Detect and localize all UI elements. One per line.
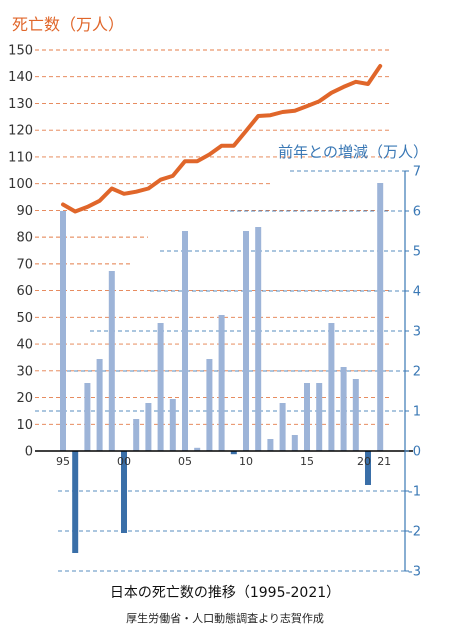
left-tick-label: 140 — [8, 70, 33, 85]
change-bar — [316, 383, 323, 451]
right-tick-label: 2 — [413, 365, 421, 380]
change-bar — [377, 183, 384, 451]
right-tick-label: 7 — [413, 165, 421, 180]
change-bar — [279, 403, 286, 451]
x-tick-label: 21 — [377, 455, 391, 468]
change-bar — [96, 359, 103, 451]
change-bar — [121, 451, 127, 533]
change-bar — [328, 323, 335, 451]
right-tick-label: 5 — [413, 245, 421, 260]
change-bar — [352, 379, 359, 451]
left-tick-label: 110 — [8, 150, 33, 165]
change-bar — [267, 439, 274, 451]
left-tick-label: 50 — [16, 311, 33, 326]
change-bar — [194, 447, 201, 451]
x-tick-label: 10 — [239, 455, 253, 468]
left-axis-tick-labels: 0 10 20 30 40 50 60 70 80 90 100 110 120 130 140 150 — [8, 44, 33, 460]
deaths-line — [61, 64, 383, 214]
right-tick-label: 1 — [413, 405, 421, 420]
change-bar — [304, 383, 310, 451]
change-bar — [157, 323, 164, 451]
right-tick-label: 0 — [413, 445, 421, 460]
right-tick-label: 6 — [413, 205, 421, 220]
change-bar — [108, 271, 115, 451]
left-axis-label: 死亡数（万人） — [12, 15, 124, 34]
change-bar — [72, 451, 79, 553]
x-axis-tick-labels: 95 00 05 10 15 20 21 — [56, 455, 391, 468]
left-tick-label: 10 — [16, 418, 33, 433]
right-axis-label: 前年との増減（万人） — [278, 143, 428, 161]
change-bar — [291, 435, 298, 451]
chart-title: 日本の死亡数の推移（1995-2021） — [110, 585, 340, 601]
change-bar — [84, 383, 91, 451]
right-tick-label: 4 — [413, 285, 421, 300]
right-tick-label: -3 — [408, 565, 421, 580]
chart-source-note: 厚生労働省・人口動態調査より志賀作成 — [126, 611, 324, 625]
x-tick-label: 95 — [56, 455, 70, 468]
left-tick-label: 70 — [16, 257, 33, 272]
left-tick-label: 100 — [8, 177, 33, 192]
left-tick-label: 20 — [16, 391, 33, 406]
x-tick-label: 00 — [117, 455, 131, 468]
change-bar — [182, 231, 188, 451]
right-tick-label: 3 — [413, 325, 421, 340]
change-bar — [243, 231, 249, 451]
change-bar — [365, 451, 371, 485]
change-bar — [169, 399, 176, 451]
left-tick-label: 30 — [16, 364, 33, 379]
right-tick-label: -2 — [408, 525, 421, 540]
left-tick-label: 150 — [8, 44, 33, 59]
change-bars — [60, 183, 384, 553]
left-tick-label: 90 — [16, 204, 33, 219]
right-axis-tick-labels: -3 -2 -1 0 1 2 3 4 5 6 7 — [405, 165, 421, 580]
x-tick-label: 15 — [300, 455, 314, 468]
change-bar — [255, 227, 262, 451]
x-tick-label: 05 — [178, 455, 192, 468]
right-tick-label: -1 — [408, 485, 421, 500]
left-tick-label: 40 — [16, 338, 33, 353]
change-bar — [230, 451, 237, 455]
left-tick-label: 120 — [8, 124, 33, 139]
x-tick-label: 20 — [357, 455, 371, 468]
change-bar — [60, 211, 66, 451]
left-axis-gridlines — [35, 49, 392, 425]
left-tick-label: 130 — [8, 97, 33, 112]
change-bar — [218, 315, 225, 451]
left-tick-label: 0 — [25, 445, 33, 460]
left-tick-label: 60 — [16, 284, 33, 299]
change-bar — [145, 403, 152, 451]
left-tick-label: 80 — [16, 231, 33, 246]
change-bar — [206, 359, 213, 451]
change-bar — [340, 367, 347, 451]
change-bar — [133, 419, 140, 451]
